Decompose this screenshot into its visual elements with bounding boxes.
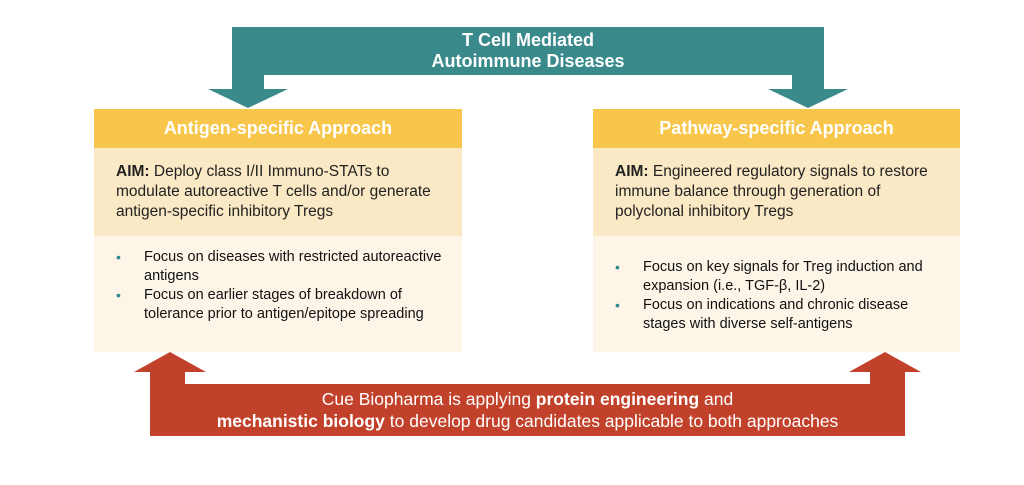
top-banner-title: T Cell Mediated Autoimmune Diseases bbox=[232, 27, 824, 75]
list-item: • Focus on indications and chronic diseas… bbox=[615, 297, 909, 332]
bullet-icon: • bbox=[116, 287, 121, 303]
antigen-specific-bullets-box: • Focus on diseases with restricted autor… bbox=[94, 236, 462, 352]
top-banner-shape bbox=[208, 27, 848, 108]
bullet-icon: • bbox=[116, 249, 121, 265]
list-item: • Focus on earlier stages of breakdown of… bbox=[116, 287, 424, 322]
bottom-banner-text: Cue Biopharma is applying protein engine… bbox=[150, 384, 905, 436]
pathway-specific-aim-box: AIM: Engineered regulatory signals to re… bbox=[593, 148, 960, 236]
antigen-specific-title: Antigen-specific Approach bbox=[163, 118, 393, 138]
aim-label: AIM: bbox=[116, 163, 150, 180]
list-item: • Focus on key signals for Treg induction… bbox=[615, 259, 923, 294]
bullet-list: • Focus on diseases with restricted autor… bbox=[116, 248, 444, 324]
bullet-icon: • bbox=[615, 297, 620, 313]
aim-label: AIM: bbox=[615, 163, 649, 180]
bullet-list: • Focus on key signals for Treg induction… bbox=[615, 258, 942, 334]
bullet-icon: • bbox=[615, 259, 620, 275]
bottom-banner-shape bbox=[134, 352, 921, 436]
aim-text: Engineered regulatory signals to restore… bbox=[615, 163, 928, 220]
aim-text: Deploy class I/II Immuno-STATs to modula… bbox=[116, 163, 431, 220]
pathway-specific-title: Pathway-specific Approach bbox=[659, 118, 894, 138]
pathway-specific-bullets-box: • Focus on key signals for Treg induction… bbox=[593, 236, 960, 352]
protein-engineering-text: protein engineering bbox=[535, 389, 700, 409]
bottom-line1: Cue Biopharma is applying protein engine… bbox=[321, 389, 734, 409]
antigen-specific-aim-box: AIM: Deploy class I/II Immuno-STATs to m… bbox=[94, 148, 462, 236]
top-title-line2: Autoimmune Diseases bbox=[431, 51, 625, 71]
top-title-line1: T Cell Mediated bbox=[461, 30, 595, 50]
list-item: • Focus on diseases with restricted autor… bbox=[116, 249, 442, 284]
pathway-specific-header: Pathway-specific Approach bbox=[593, 109, 960, 148]
antigen-specific-header: Antigen-specific Approach bbox=[94, 109, 462, 148]
mechanistic-biology-text: mechanistic biology bbox=[216, 411, 385, 431]
bottom-line2: mechanistic biology to develop drug cand… bbox=[216, 411, 839, 431]
